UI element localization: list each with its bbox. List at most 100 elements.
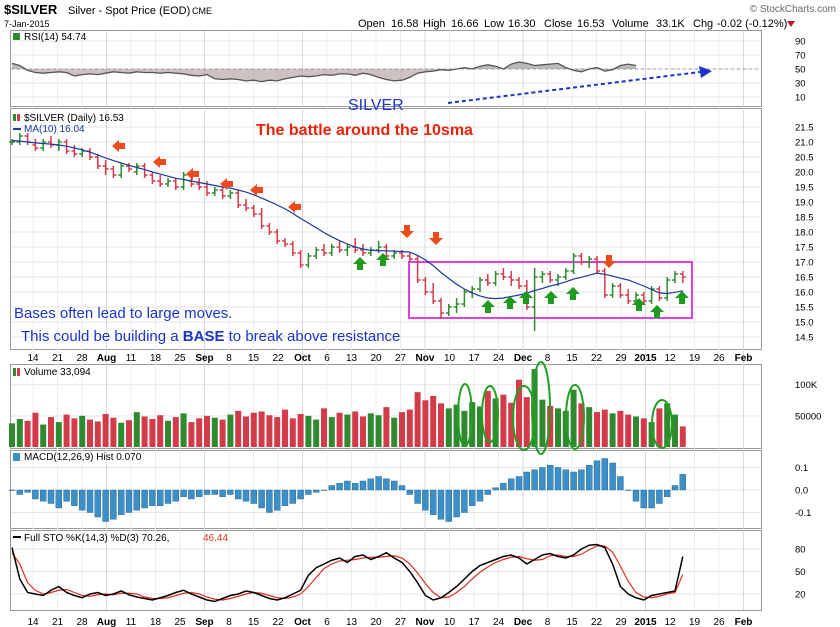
price-bar (461, 289, 468, 307)
price-bar (219, 187, 226, 199)
rsi-swatch-icon (13, 33, 20, 40)
macd-hist-bar (500, 483, 507, 491)
green-up-arrow-icon (481, 300, 495, 313)
x-tick-label: 14 (27, 617, 39, 627)
macd-hist-bar (94, 489, 102, 518)
macd-hist-bar (367, 478, 374, 491)
macd-hist-bar (227, 489, 234, 495)
volume-bar (274, 417, 281, 447)
price-bar (211, 187, 218, 196)
price-bar (586, 256, 593, 268)
volume-bar (679, 426, 686, 447)
macd-hist-bar (679, 474, 686, 491)
x-tick-label: 12 (664, 353, 676, 364)
symbol: $SILVER (4, 2, 58, 17)
volume-swatch-icon (13, 368, 16, 376)
macd-hist-bar (515, 476, 523, 491)
price-bar (266, 223, 273, 235)
macd-hist-bar (8, 489, 16, 491)
y-tick-label: 30 (795, 79, 806, 90)
macd-series (8, 458, 686, 522)
x-tick-label: 15 (248, 353, 260, 364)
volume-bar (196, 418, 203, 447)
macd-hist-bar (258, 489, 265, 509)
volume-bar (141, 416, 148, 447)
green-up-arrow-icon (632, 298, 646, 311)
volume-bar (188, 422, 195, 447)
x-tick-label: Oct (294, 353, 311, 364)
macd-hist-bar (523, 471, 530, 491)
bases-annotation-line1: Bases often lead to large moves. (14, 305, 232, 322)
macd-hist-bar (133, 489, 141, 511)
price-axis: 21.5 21.0 20.5 20.0 19.5 19.0 18.5 18.0 17.5 17.0… (795, 123, 814, 344)
volume-bar (617, 410, 624, 447)
volume-bar (157, 415, 164, 447)
macd-hist-bar (156, 489, 164, 506)
macd-hist-bar (375, 476, 382, 491)
x-tick-label: 27 (395, 353, 407, 364)
price-bar (562, 268, 569, 280)
macd-hist-bar (266, 489, 273, 513)
volume-bar (211, 417, 218, 447)
volume-bar (24, 420, 31, 447)
price-label: $SILVER (Daily) 16.53 (24, 113, 124, 124)
volume-bar (328, 417, 335, 447)
x-tick-label: Aug (97, 353, 116, 364)
x-tick-label: 17 (468, 353, 480, 364)
rsi-above-50-fill (12, 62, 636, 69)
y-tick-label: 20.5 (795, 153, 814, 164)
volume-bar (55, 422, 62, 447)
x-tick-label: 6 (324, 617, 330, 627)
price-bar (360, 244, 366, 256)
price-bar (9, 139, 15, 145)
copyright: © StockCharts.com (750, 4, 836, 15)
x-tick-label: 20 (370, 617, 382, 627)
y-tick-label: 50000 (795, 411, 821, 422)
x-tick-label: 21 (52, 353, 64, 364)
macd-hist-bar (336, 483, 343, 491)
ma10-line (11, 139, 683, 300)
volume-bar (555, 408, 561, 447)
macd-hist-bar (469, 489, 476, 506)
x-tick-label: 8 (545, 353, 551, 364)
macd-hist-bar (437, 489, 445, 520)
macd-hist-bar (648, 489, 655, 509)
price-bar (180, 172, 187, 190)
x-tick-label: 8 (545, 617, 551, 627)
silver-annotation: SILVER (348, 97, 404, 114)
price-bar (250, 205, 257, 217)
macd-hist-bar (328, 485, 335, 491)
price-bar (274, 229, 281, 244)
macd-hist-bar (453, 489, 460, 518)
red-down-arrow-icon (602, 255, 616, 268)
volume-bar (9, 423, 15, 447)
volume-bar (336, 412, 343, 447)
low-label: Low (484, 18, 504, 30)
x-tick-label: 11 (126, 353, 137, 364)
x-tick-label: 22 (591, 353, 603, 364)
x-tick-label: 10 (444, 353, 456, 364)
y-tick-label: 0.0 (795, 486, 808, 497)
volume-bar (508, 402, 515, 447)
price-bar (297, 250, 304, 268)
price-bar (87, 148, 93, 160)
price-bar (258, 208, 265, 229)
base-range-box (408, 261, 693, 319)
x-tick-label: Feb (735, 617, 753, 627)
panel-frames (10, 30, 762, 611)
volume-bar (430, 395, 437, 447)
macd-hist-bar (344, 480, 351, 491)
x-tick-label: 19 (689, 353, 701, 364)
price-bar (640, 292, 647, 304)
price-bar (71, 145, 78, 157)
macd-hist-bar (445, 489, 452, 522)
macd-hist-bar (211, 489, 219, 495)
x-tick-label: Dec (514, 353, 533, 364)
price-bar (196, 178, 203, 190)
price-bar (149, 172, 156, 184)
x-axis-bottom: 14 21 28 Aug 11 18 25 Sep 8 15 22 Oct 6 13 20 27 Nov 10 17… (27, 617, 752, 627)
rsi-label: RSI(14) 54.74 (24, 32, 87, 43)
x-tick-label: 13 (346, 617, 358, 627)
macd-hist-bar (562, 469, 569, 491)
green-up-arrow-icon (675, 291, 689, 304)
